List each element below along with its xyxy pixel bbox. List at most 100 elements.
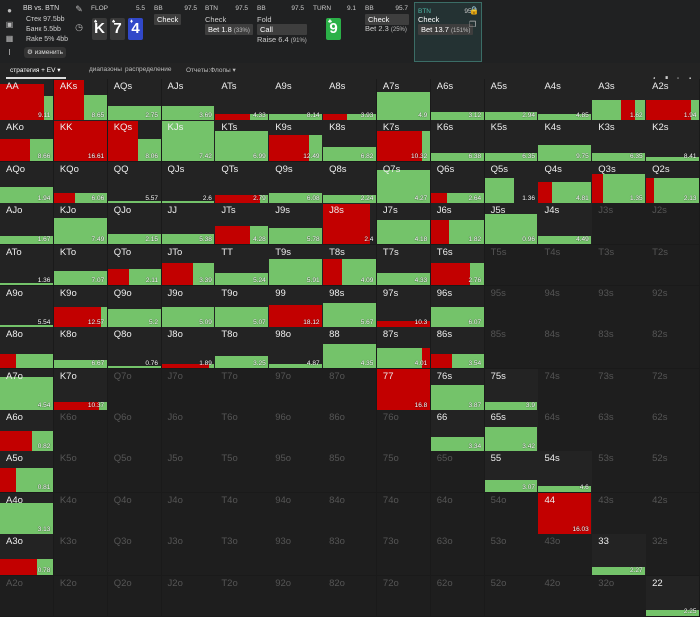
hand-cell[interactable]: J3s <box>592 203 647 246</box>
hand-cell[interactable]: 62s <box>646 410 700 452</box>
hand-cell[interactable]: 87o <box>323 368 378 411</box>
hand-cell[interactable]: Q2s 2.13 <box>646 161 700 204</box>
hand-cell[interactable]: K4s 9.75 <box>538 120 593 163</box>
hand-cell[interactable]: A9s 8.14 <box>269 79 324 121</box>
hand-cell[interactable]: 42o <box>538 575 593 617</box>
hand-cell[interactable]: AQo 1.94 <box>0 161 55 204</box>
text-cursor-icon[interactable]: I <box>8 48 11 57</box>
hand-cell[interactable]: 66 3.34 <box>430 410 486 452</box>
hand-cell[interactable]: A8s 3.93 <box>323 79 378 121</box>
hand-cell[interactable]: K3o <box>53 534 109 577</box>
hand-cell[interactable]: J4o <box>161 492 216 535</box>
hand-cell[interactable]: K8o 6.67 <box>53 327 109 370</box>
hand-cell[interactable]: 64s <box>538 410 593 452</box>
hand-cell[interactable]: K9s 12.49 <box>269 120 324 163</box>
hand-cell[interactable]: Q7s 4.27 <box>376 161 432 204</box>
hand-cell[interactable]: J6s 1.82 <box>430 203 486 246</box>
hand-cell[interactable]: K5s 6.35 <box>484 120 539 163</box>
hand-cell[interactable]: K6o <box>53 410 109 452</box>
hand-cell[interactable]: Q9o 5.2 <box>107 285 163 328</box>
tab-reports[interactable]: Отчеты:Флопы ▾ <box>186 67 236 74</box>
hand-cell[interactable]: 42s <box>646 492 700 535</box>
hand-cell[interactable]: ATo 1.36 <box>0 244 55 287</box>
hand-cell[interactable]: A7s 4.9 <box>376 79 432 121</box>
hand-cell[interactable]: 98s 5.67 <box>323 285 378 328</box>
hand-cell[interactable]: 64o <box>430 492 486 535</box>
hand-cell[interactable]: J5o <box>161 451 216 494</box>
hand-cell[interactable]: QJs 2.6 <box>161 161 216 204</box>
hand-cell[interactable]: 52s <box>646 451 700 494</box>
pencil-icon[interactable]: ✎ <box>75 4 83 14</box>
hand-cell[interactable]: J8o 1.89 <box>161 327 216 370</box>
hand-cell[interactable]: Q6s 2.64 <box>430 161 486 204</box>
hand-cell[interactable]: 63s <box>592 410 647 452</box>
hand-cell[interactable]: AJs 3.69 <box>161 79 216 121</box>
hand-cell[interactable]: Q4o <box>107 492 163 535</box>
action-check[interactable]: Check <box>205 15 227 24</box>
hand-cell[interactable]: 44 16.03 <box>538 492 593 535</box>
hand-cell[interactable]: A7o 4.54 <box>0 368 55 411</box>
hand-cell[interactable]: Q4s 4.81 <box>538 161 593 204</box>
tab-ranges[interactable]: диапазоны <box>89 66 122 73</box>
hand-cell[interactable]: Q9s 6.08 <box>269 161 324 204</box>
hand-cell[interactable]: 72o <box>376 575 432 617</box>
hand-cell[interactable]: J5s 0.96 <box>484 203 539 246</box>
hand-cell[interactable]: 92o <box>269 575 324 617</box>
hand-cell[interactable]: A5s 2.94 <box>484 79 539 121</box>
hand-cell[interactable]: T5s <box>484 244 539 287</box>
hand-cell[interactable]: 75o <box>376 451 432 494</box>
hand-cell[interactable]: QTo 2.11 <box>107 244 163 287</box>
hand-cell[interactable]: Q5o <box>107 451 163 494</box>
hand-cell[interactable]: 86o <box>323 410 378 452</box>
action-raise[interactable]: Raise 6.4 (91%) <box>257 35 307 44</box>
hand-cell[interactable]: T4s <box>538 244 593 287</box>
hand-cell[interactable]: A3s 1.62 <box>592 79 647 121</box>
hand-cell[interactable]: J4s 4.49 <box>538 203 593 246</box>
hand-cell[interactable]: 83s <box>592 327 647 370</box>
hand-cell[interactable]: 93o <box>269 534 324 577</box>
hand-cell[interactable]: K8s 6.82 <box>323 120 378 163</box>
action-fold[interactable]: Fold <box>257 15 272 24</box>
action-column-turn[interactable]: TURN 9.1 ♣ 9 <box>310 0 360 63</box>
hand-cell[interactable]: A9o 5.54 <box>0 285 55 328</box>
hand-cell[interactable]: AA 9.11 <box>0 79 55 121</box>
hand-cell[interactable]: 87s 4.01 <box>376 327 432 370</box>
action-check[interactable]: Check <box>154 14 182 25</box>
action-bet[interactable]: Bet 1.8 (33%) <box>205 24 253 35</box>
hand-cell[interactable]: KTo 7.07 <box>53 244 109 287</box>
action-column-bb-1[interactable]: BB 97.5 Check <box>151 0 201 63</box>
hand-cell[interactable]: 33 2.27 <box>592 534 647 577</box>
hand-cell[interactable]: 82s <box>646 327 700 370</box>
hand-cell[interactable]: T3o <box>215 534 270 577</box>
hand-cell[interactable]: J2s <box>646 203 700 246</box>
hand-cell[interactable]: A4o 3.13 <box>0 492 55 535</box>
action-call[interactable]: Call <box>257 24 307 35</box>
hand-cell[interactable]: 94s <box>538 285 593 328</box>
hand-cell[interactable]: 84o <box>323 492 378 535</box>
hand-cell[interactable]: K4o <box>53 492 109 535</box>
hand-cell[interactable]: K3s 6.35 <box>592 120 647 163</box>
hand-cell[interactable]: J9s 5.78 <box>269 203 324 246</box>
hand-cell[interactable]: 85o <box>323 451 378 494</box>
hand-cell[interactable]: 32o <box>592 575 647 617</box>
hand-cell[interactable]: T3s <box>592 244 647 287</box>
hand-cell[interactable]: 32s <box>646 534 700 577</box>
hand-cell[interactable]: T8o 3.25 <box>215 327 270 370</box>
hand-cell[interactable]: JJ 5.38 <box>161 203 216 246</box>
hand-cell[interactable]: TT 5.24 <box>215 244 270 287</box>
user-icon[interactable]: ● <box>7 6 12 15</box>
hand-cell[interactable]: A6o 0.82 <box>0 410 55 452</box>
hand-cell[interactable]: 99 18.12 <box>269 285 324 328</box>
hand-cell[interactable]: 43o <box>538 534 593 577</box>
hand-cell[interactable]: JTo 3.39 <box>161 244 216 287</box>
hand-cell[interactable]: T6o <box>215 410 270 452</box>
hand-cell[interactable]: T9o 5.07 <box>215 285 270 328</box>
hand-cell[interactable]: 96s 6.07 <box>430 285 486 328</box>
copy-icon[interactable]: ❐ <box>469 20 477 29</box>
action-column-flop[interactable]: FLOP 5.5 ♠ K ♠ 7 ♦ 4 <box>88 0 149 63</box>
hand-cell[interactable]: JTs 4.28 <box>215 203 270 246</box>
hand-cell[interactable]: J2o <box>161 575 216 617</box>
hand-cell[interactable]: 82o <box>323 575 378 617</box>
hand-cell[interactable]: Q6o <box>107 410 163 452</box>
hand-cell[interactable]: Q5s 1.36 <box>484 161 539 204</box>
